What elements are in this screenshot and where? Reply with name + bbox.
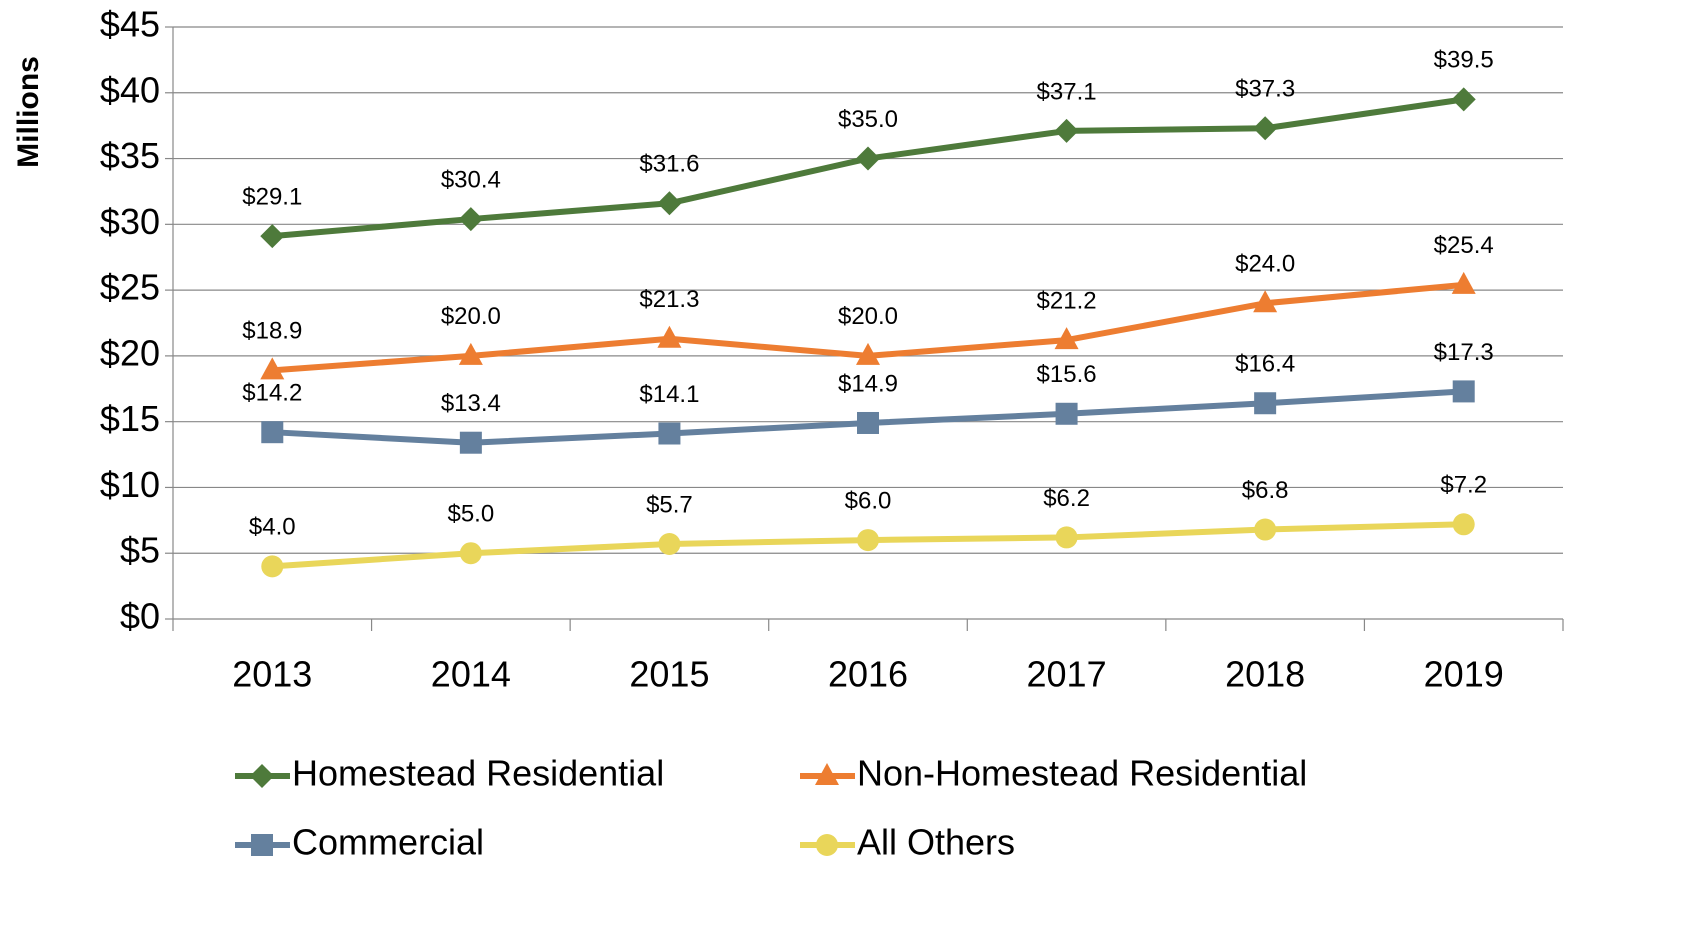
legend-label: Commercial	[292, 822, 484, 863]
x-tick-label: 2018	[1225, 654, 1305, 695]
data-label: $15.6	[1037, 361, 1097, 388]
data-point	[657, 191, 682, 216]
data-point	[857, 411, 879, 434]
data-point	[857, 529, 879, 552]
data-point	[260, 224, 285, 249]
data-point	[1254, 392, 1277, 415]
data-label: $4.0	[249, 514, 296, 541]
x-tick-label: 2013	[232, 654, 312, 695]
data-label: $20.0	[838, 303, 898, 330]
legend-label: All Others	[857, 822, 1015, 863]
data-point	[1054, 327, 1079, 350]
data-point	[1451, 87, 1476, 112]
data-label: $14.1	[639, 381, 699, 408]
data-label: $13.4	[441, 390, 501, 417]
y-tick-label: $30	[100, 201, 160, 242]
data-label: $31.6	[639, 151, 699, 178]
data-point	[658, 533, 681, 556]
data-point	[459, 542, 482, 565]
y-axis-label: Millions	[12, 56, 45, 168]
data-label: $21.2	[1037, 287, 1097, 314]
x-tick-label: 2015	[629, 654, 709, 695]
data-point	[1253, 290, 1278, 313]
x-tick-label: 2017	[1027, 654, 1107, 695]
data-label: $35.0	[838, 106, 898, 133]
data-label: $14.9	[838, 370, 898, 397]
y-tick-label: $40	[100, 69, 160, 110]
data-label: $29.1	[242, 184, 302, 211]
data-point	[856, 342, 880, 365]
data-point	[261, 555, 284, 578]
data-point	[1254, 518, 1277, 541]
data-label: $17.3	[1434, 339, 1494, 366]
data-label: $18.9	[242, 318, 302, 345]
data-point	[1054, 118, 1079, 143]
y-tick-label: $45	[100, 4, 160, 45]
y-tick-label: $25	[100, 267, 160, 308]
data-point	[459, 431, 482, 454]
data-label: $24.0	[1235, 251, 1295, 278]
data-label: $5.0	[447, 501, 494, 528]
x-tick-label: 2019	[1424, 654, 1504, 695]
data-label: $25.4	[1434, 232, 1494, 259]
x-tick-label: 2014	[431, 654, 511, 695]
legend-marker	[250, 764, 274, 788]
data-label: $30.4	[441, 166, 501, 193]
data-point	[1055, 526, 1078, 549]
data-label: $14.2	[242, 380, 302, 407]
data-point	[658, 422, 681, 445]
data-label: $16.4	[1235, 351, 1295, 378]
data-point	[1253, 116, 1278, 141]
data-label: $5.7	[646, 491, 693, 518]
legend-marker	[251, 834, 273, 856]
data-label: $20.0	[441, 303, 501, 330]
x-tick-label: 2016	[828, 654, 908, 695]
data-label: $7.2	[1440, 472, 1487, 499]
data-point	[856, 146, 880, 171]
legend-label: Non-Homestead Residential	[857, 753, 1307, 794]
y-tick-label: $20	[100, 332, 160, 373]
y-tick-label: $10	[100, 464, 160, 505]
data-label: $6.0	[845, 487, 892, 514]
data-label: $39.5	[1434, 47, 1494, 74]
data-point	[1452, 380, 1475, 403]
legend-label: Homestead Residential	[292, 753, 664, 794]
data-label: $37.1	[1037, 78, 1097, 105]
legend-marker	[815, 763, 839, 785]
y-tick-label: $0	[120, 596, 160, 637]
data-label: $6.2	[1043, 485, 1090, 512]
data-point	[1452, 513, 1475, 536]
data-label: $6.8	[1242, 477, 1289, 504]
data-point	[261, 421, 284, 444]
data-label: $37.3	[1235, 76, 1295, 103]
data-label: $21.3	[639, 286, 699, 313]
y-tick-label: $5	[120, 530, 160, 571]
data-point	[260, 357, 285, 380]
data-point	[1451, 271, 1476, 294]
legend-marker	[816, 834, 838, 856]
y-tick-label: $35	[100, 135, 160, 176]
data-point	[458, 342, 483, 365]
y-tick-label: $15	[100, 398, 160, 439]
data-point	[1055, 402, 1078, 425]
data-point	[458, 207, 483, 232]
data-point	[657, 325, 682, 348]
